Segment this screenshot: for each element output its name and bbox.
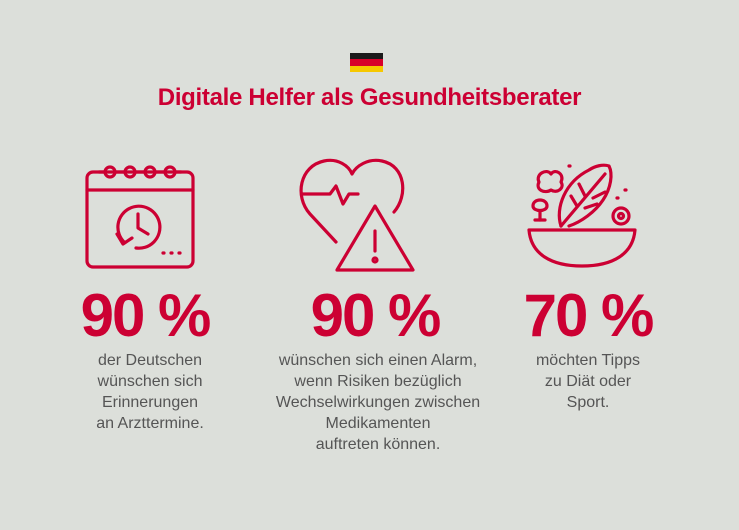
page-title: Digitale Helfer als Gesundheitsberater: [157, 84, 582, 111]
stat-description: möchten Tipps zu Diät oder Sport.: [535, 352, 641, 411]
stat-value: 90 %: [80, 282, 212, 349]
stat-value: 70 %: [523, 282, 655, 349]
germany-flag: [350, 53, 383, 72]
heart-warning-icon: [299, 158, 415, 272]
stat-description: wünschen sich einen Alarm, wenn Risiken …: [275, 352, 481, 453]
stat-description: der Deutschen wünschen sich Erinnerungen…: [96, 352, 204, 432]
salad-bowl-icon: [527, 163, 637, 268]
stat-value: 90 %: [310, 282, 442, 349]
calendar-clock-icon: [85, 165, 195, 269]
